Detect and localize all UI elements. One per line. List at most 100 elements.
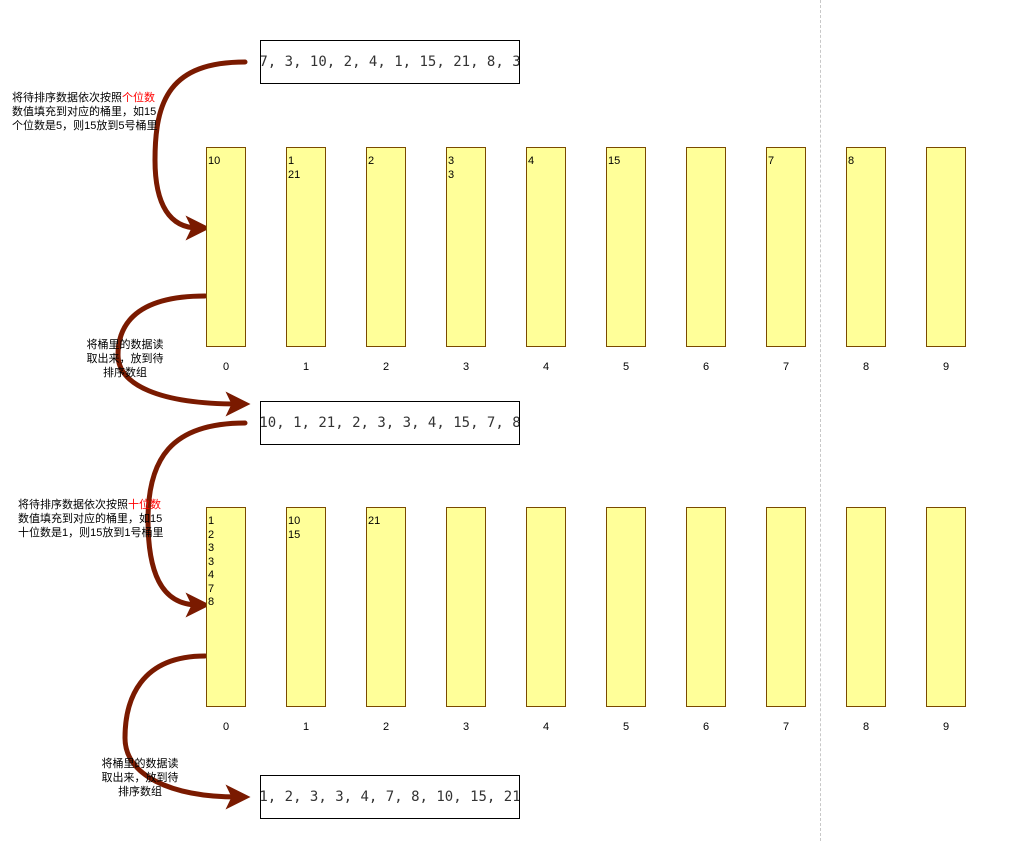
pass1-bucket-label-1: 1	[302, 361, 310, 373]
pass2-bucket-1: 10 15	[286, 507, 326, 707]
pass1-bucket-label-3: 3	[462, 361, 470, 373]
bucket-value: 3	[208, 555, 215, 568]
note-ones-highlight: 个位数	[122, 92, 155, 104]
bucket-value: 15	[288, 528, 301, 541]
bucket-value: 4	[528, 155, 535, 167]
note-tens-digit: 将待排序数据依次按照十位数 数值填充到对应的桶里，如15 十位数是1，则15放到…	[18, 498, 183, 540]
note-collect2-line1: 将桶里的数据读	[101, 758, 179, 770]
pass1-bucket-1: 1 21	[286, 147, 326, 347]
initial-array-box: 7, 3, 10, 2, 4, 1, 15, 21, 8, 3	[260, 40, 520, 84]
bucket-value: 8	[848, 155, 855, 167]
note-collect1-line3: 排序数组	[103, 367, 147, 379]
bucket-value: 21	[368, 515, 381, 527]
note-collect-2: 将桶里的数据读 取出来，放到待 排序数组	[80, 757, 200, 799]
note-collect1-line1: 将桶里的数据读	[86, 339, 164, 351]
pass2-bucket-8	[846, 507, 886, 707]
pass2-bucket-label-6: 6	[702, 721, 710, 733]
bucket-value: 1	[288, 155, 295, 167]
pass1-bucket-6	[686, 147, 726, 347]
pass1-bucket-label-9: 9	[942, 361, 950, 373]
arrow-collect-pass2	[122, 653, 251, 810]
bucket-value: 2	[208, 528, 215, 541]
pass1-bucket-label-2: 2	[382, 361, 390, 373]
after-ones-array-box: 10, 1, 21, 2, 3, 3, 4, 15, 7, 8	[260, 401, 520, 445]
bucket-value: 15	[608, 155, 621, 167]
pass2-bucket-9	[926, 507, 966, 707]
pass1-bucket-label-6: 6	[702, 361, 710, 373]
note-tens-highlight: 十位数	[128, 499, 161, 511]
pass1-bucket-7: 7	[766, 147, 806, 347]
note-collect1-line2: 取出来，放到待	[86, 353, 164, 365]
bucket-value: 10	[208, 155, 221, 167]
pass2-bucket-label-7: 7	[782, 721, 790, 733]
bucket-values: 8	[848, 155, 885, 169]
pass2-bucket-2: 21	[366, 507, 406, 707]
bucket-values: 15	[608, 155, 645, 169]
final-array-box: 1, 2, 3, 3, 4, 7, 8, 10, 15, 21	[260, 775, 520, 819]
note-ones-digit: 将待排序数据依次按照个位数 数值填充到对应的桶里，如15 个位数是5，则15放到…	[12, 91, 172, 133]
bucket-value: 4	[208, 569, 215, 581]
pass2-bucket-label-3: 3	[462, 721, 470, 733]
note-collect2-line3: 排序数组	[118, 786, 162, 798]
bucket-values: 7	[768, 155, 805, 169]
note-collect-1: 将桶里的数据读 取出来，放到待 排序数组	[65, 338, 185, 380]
note-tens-line3: 十位数是1，则15放到1号桶里	[18, 527, 164, 539]
pass2-bucket-label-1: 1	[302, 721, 310, 733]
pass1-bucket-0: 10	[206, 147, 246, 347]
pass2-bucket-label-8: 8	[862, 721, 870, 733]
pass2-bucket-5	[606, 507, 646, 707]
pass2-bucket-label-9: 9	[942, 721, 950, 733]
pass1-bucket-label-0: 0	[222, 361, 230, 373]
bucket-values: 10 15	[288, 515, 325, 542]
after-ones-array-text: 10, 1, 21, 2, 3, 3, 4, 15, 7, 8	[260, 415, 520, 431]
pass2-bucket-3	[446, 507, 486, 707]
dashed-guide-line	[820, 0, 821, 841]
bucket-values: 21	[368, 515, 405, 529]
bucket-values: 1 21	[288, 155, 325, 182]
pass1-bucket-8: 8	[846, 147, 886, 347]
note-tens-line1: 将待排序数据依次按照	[18, 499, 128, 511]
pass1-bucket-label-4: 4	[542, 361, 550, 373]
bucket-value: 3	[448, 168, 455, 181]
bucket-values: 2	[368, 155, 405, 169]
pass1-bucket-9	[926, 147, 966, 347]
pass2-bucket-4	[526, 507, 566, 707]
arrow-to-pass2-buckets	[145, 420, 248, 618]
bucket-value: 10	[288, 515, 301, 527]
pass1-bucket-label-8: 8	[862, 361, 870, 373]
bucket-values: 10	[208, 155, 245, 169]
bucket-value: 3	[448, 155, 455, 167]
bucket-value: 8	[208, 596, 215, 608]
note-ones-line2: 数值填充到对应的桶里，如15	[12, 106, 157, 118]
initial-array-text: 7, 3, 10, 2, 4, 1, 15, 21, 8, 3	[260, 54, 520, 70]
arrow-to-pass1-buckets	[152, 59, 248, 241]
pass1-bucket-2: 2	[366, 147, 406, 347]
pass2-bucket-7	[766, 507, 806, 707]
pass2-bucket-6	[686, 507, 726, 707]
pass1-bucket-label-5: 5	[622, 361, 630, 373]
bucket-value: 3	[208, 542, 215, 554]
note-collect2-line2: 取出来，放到待	[101, 772, 179, 784]
pass2-bucket-label-0: 0	[222, 721, 230, 733]
final-array-text: 1, 2, 3, 3, 4, 7, 8, 10, 15, 21	[260, 789, 520, 805]
bucket-values: 4	[528, 155, 565, 169]
bucket-value: 1	[208, 515, 215, 527]
note-tens-line2: 数值填充到对应的桶里，如15	[18, 513, 163, 525]
note-ones-line3: 个位数是5，则15放到5号桶里	[12, 120, 158, 132]
pass2-bucket-label-4: 4	[542, 721, 550, 733]
bucket-value: 7	[208, 582, 215, 595]
arrow-collect-pass1	[115, 293, 251, 417]
pass1-bucket-label-7: 7	[782, 361, 790, 373]
bucket-value: 21	[288, 168, 301, 181]
note-ones-line1: 将待排序数据依次按照	[12, 92, 122, 104]
pass1-bucket-4: 4	[526, 147, 566, 347]
bucket-value: 7	[768, 155, 775, 167]
pass1-bucket-5: 15	[606, 147, 646, 347]
bucket-value: 2	[368, 155, 375, 167]
pass2-bucket-label-5: 5	[622, 721, 630, 733]
